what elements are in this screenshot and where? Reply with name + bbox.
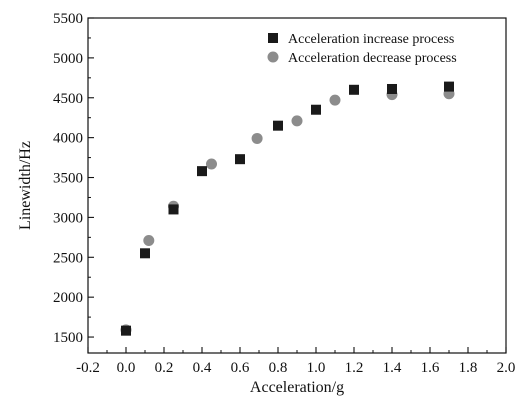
increase-point — [140, 248, 150, 259]
y-tick-label: 3500 — [53, 171, 83, 187]
increase-point — [349, 84, 359, 95]
decrease-point — [251, 132, 263, 144]
increase-point — [197, 166, 207, 177]
y-tick-label: 5000 — [53, 51, 83, 67]
x-tick-label: 1.0 — [307, 360, 326, 376]
y-tick-label: 1500 — [53, 330, 83, 346]
y-axis-label: Linewidth/Hz — [17, 141, 34, 230]
increase-point — [311, 104, 321, 115]
increase-point — [168, 204, 179, 215]
y-tick-label: 3000 — [53, 210, 83, 226]
data-points — [120, 81, 455, 336]
x-tick-label: -0.2 — [76, 360, 100, 376]
x-tick-label: 1.6 — [421, 360, 440, 376]
y-tick-label: 2500 — [53, 250, 83, 266]
x-tick-label: 0.2 — [155, 360, 174, 376]
y-tick-labels: 1500 2000 2500 3000 3500 4000 4500 5000 5500 — [53, 11, 83, 346]
y-tick-label: 4000 — [53, 131, 83, 147]
x-tick-label: 2.0 — [497, 360, 516, 376]
increase-point — [444, 81, 454, 92]
decrease-point — [291, 115, 303, 127]
legend-label-decrease: Acceleration decrease process — [288, 51, 457, 66]
x-axis-label: Acceleration/g — [250, 379, 344, 396]
increase-point — [273, 120, 283, 131]
x-tick-label: 0.4 — [193, 360, 212, 376]
axis-ticks — [87, 17, 507, 353]
y-tick-label: 4500 — [53, 91, 83, 107]
decrease-point — [329, 94, 341, 106]
x-tick-label: 1.4 — [383, 360, 402, 376]
legend-marker-circle — [267, 51, 279, 63]
increase-point — [387, 83, 397, 94]
increase-point — [121, 325, 131, 336]
x-tick-label: 0.8 — [269, 360, 288, 376]
legend: Acceleration increase process Accelerati… — [267, 32, 457, 66]
x-tick-label: 0.0 — [117, 360, 136, 376]
y-tick-label: 5500 — [53, 11, 83, 27]
decrease-point — [143, 235, 155, 247]
decrease-point — [206, 158, 217, 170]
increase-point — [235, 154, 245, 165]
x-tick-label: 1.2 — [345, 360, 364, 376]
plot-frame — [87, 17, 507, 354]
legend-label-increase: Acceleration increase process — [288, 32, 454, 47]
y-tick-label: 2000 — [53, 290, 83, 306]
legend-marker-square — [268, 33, 278, 43]
x-tick-label: 0.6 — [231, 360, 250, 376]
x-tick-label: 1.8 — [459, 360, 478, 376]
x-tick-labels: -0.2 0.0 0.2 0.4 0.6 0.8 1.0 1.2 1.4 1.6 1.8 2.0 — [76, 360, 515, 376]
